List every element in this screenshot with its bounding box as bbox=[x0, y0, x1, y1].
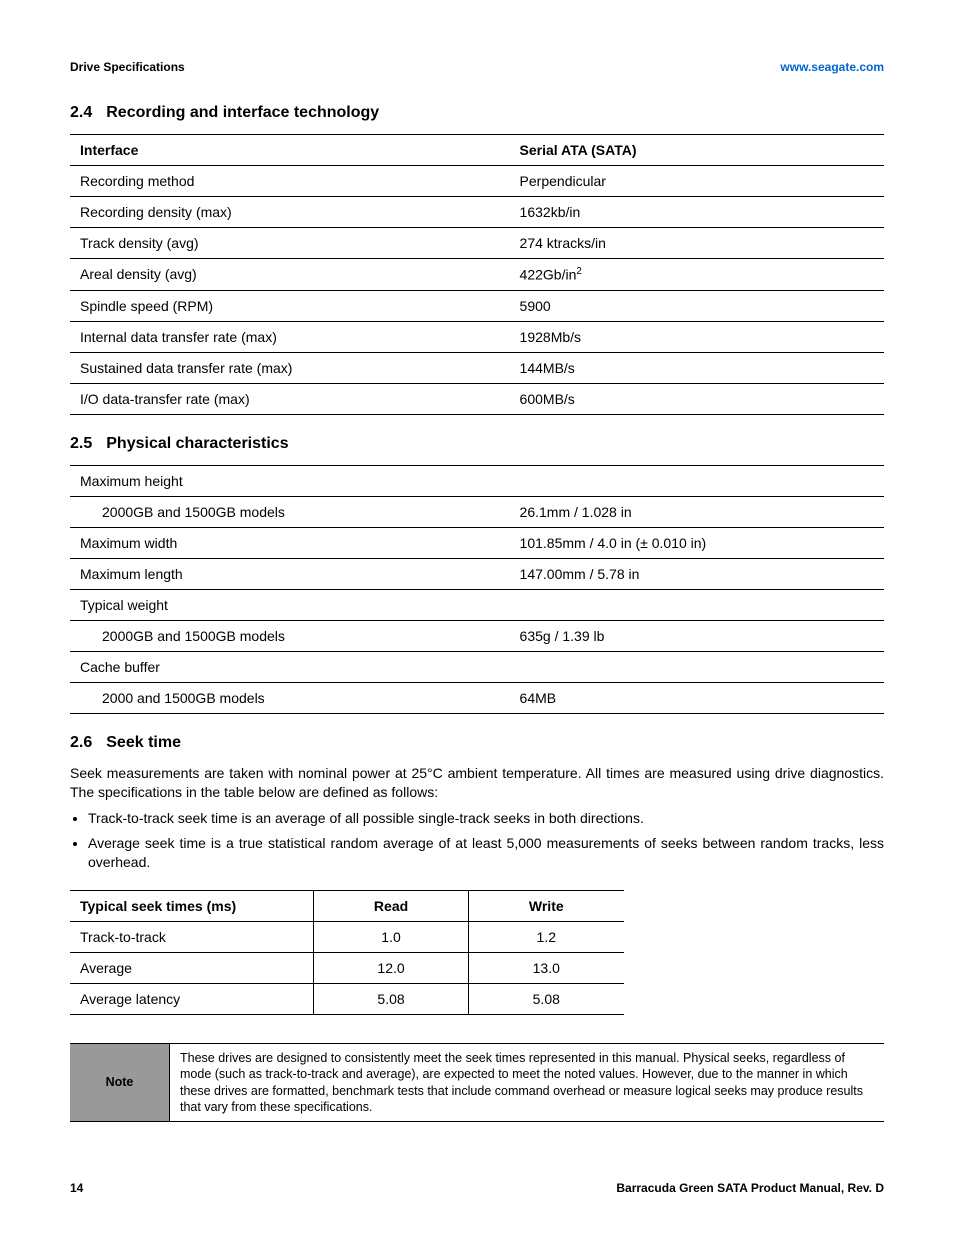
table-row: 2000GB and 1500GB models635g / 1.39 lb bbox=[70, 620, 884, 651]
section-heading-2-5: 2.5 Physical characteristics bbox=[70, 435, 884, 453]
page: Drive Specifications www.seagate.com 2.4… bbox=[0, 0, 954, 1235]
seek-value: 13.0 bbox=[469, 953, 624, 984]
section-number: 2.5 bbox=[70, 435, 92, 452]
page-number: 14 bbox=[70, 1181, 83, 1195]
spec-value: Perpendicular bbox=[510, 166, 884, 197]
spec-label: Maximum width bbox=[70, 527, 510, 558]
spec-value: 147.00mm / 5.78 in bbox=[510, 558, 884, 589]
page-footer: 14 Barracuda Green SATA Product Manual, … bbox=[70, 1181, 884, 1195]
spec-label: 2000GB and 1500GB models bbox=[70, 496, 510, 527]
table-header-row: Typical seek times (ms) Read Write bbox=[70, 891, 624, 922]
spec-value: 26.1mm / 1.028 in bbox=[510, 496, 884, 527]
note-label: Note bbox=[70, 1044, 170, 1121]
spec-label: Internal data transfer rate (max) bbox=[70, 321, 510, 352]
section-number: 2.4 bbox=[70, 104, 92, 121]
spec-label: Recording method bbox=[70, 166, 510, 197]
table-seek-times: Typical seek times (ms) Read Write Track… bbox=[70, 890, 624, 1015]
spec-label: Typical weight bbox=[70, 589, 510, 620]
spec-label: Maximum length bbox=[70, 558, 510, 589]
spec-label: I/O data-transfer rate (max) bbox=[70, 383, 510, 414]
table-header-label: Interface bbox=[70, 135, 510, 166]
section-number: 2.6 bbox=[70, 734, 92, 751]
spec-value: 5900 bbox=[510, 290, 884, 321]
table-header-row: Interface Serial ATA (SATA) bbox=[70, 135, 884, 166]
table-row: Recording density (max)1632kb/in bbox=[70, 197, 884, 228]
seek-label: Track-to-track bbox=[70, 922, 314, 953]
spec-value bbox=[510, 465, 884, 496]
spec-value bbox=[510, 589, 884, 620]
spec-label: Sustained data transfer rate (max) bbox=[70, 352, 510, 383]
spec-label: 2000 and 1500GB models bbox=[70, 682, 510, 713]
table-row: Track density (avg)274 ktracks/in bbox=[70, 228, 884, 259]
table-row: Typical weight bbox=[70, 589, 884, 620]
table-header-value: Serial ATA (SATA) bbox=[510, 135, 884, 166]
table-row: Maximum length147.00mm / 5.78 in bbox=[70, 558, 884, 589]
table-row: Cache buffer bbox=[70, 651, 884, 682]
table-row: Recording methodPerpendicular bbox=[70, 166, 884, 197]
table-row: Maximum height bbox=[70, 465, 884, 496]
table-row: 2000GB and 1500GB models26.1mm / 1.028 i… bbox=[70, 496, 884, 527]
seek-header-2: Write bbox=[469, 891, 624, 922]
spec-value: 64MB bbox=[510, 682, 884, 713]
seek-header-1: Read bbox=[314, 891, 469, 922]
table-row: 2000 and 1500GB models64MB bbox=[70, 682, 884, 713]
table-row: Sustained data transfer rate (max)144MB/… bbox=[70, 352, 884, 383]
spec-label: 2000GB and 1500GB models bbox=[70, 620, 510, 651]
spec-label: Track density (avg) bbox=[70, 228, 510, 259]
seek-value: 5.08 bbox=[314, 984, 469, 1015]
section-title: Seek time bbox=[106, 734, 181, 751]
table-row: Maximum width101.85mm / 4.0 in (± 0.010 … bbox=[70, 527, 884, 558]
spec-label: Recording density (max) bbox=[70, 197, 510, 228]
table-row: Spindle speed (RPM)5900 bbox=[70, 290, 884, 321]
section-title: Recording and interface technology bbox=[106, 104, 379, 121]
spec-value: 101.85mm / 4.0 in (± 0.010 in) bbox=[510, 527, 884, 558]
section-heading-2-6: 2.6 Seek time bbox=[70, 734, 884, 752]
spec-value: 274 ktracks/in bbox=[510, 228, 884, 259]
seek-value: 12.0 bbox=[314, 953, 469, 984]
table-row: Areal density (avg)422Gb/in2 bbox=[70, 259, 884, 291]
section-heading-2-4: 2.4 Recording and interface technology bbox=[70, 104, 884, 122]
seek-label: Average latency bbox=[70, 984, 314, 1015]
table-recording-interface: Interface Serial ATA (SATA) Recording me… bbox=[70, 134, 884, 415]
spec-value: 1928Mb/s bbox=[510, 321, 884, 352]
header-url[interactable]: www.seagate.com bbox=[780, 60, 884, 74]
spec-label: Spindle speed (RPM) bbox=[70, 290, 510, 321]
table-row: Average latency5.085.08 bbox=[70, 984, 624, 1015]
seek-value: 1.0 bbox=[314, 922, 469, 953]
table-row: Internal data transfer rate (max)1928Mb/… bbox=[70, 321, 884, 352]
spec-label: Areal density (avg) bbox=[70, 259, 510, 291]
seek-value: 1.2 bbox=[469, 922, 624, 953]
table-physical-characteristics: Maximum height2000GB and 1500GB models26… bbox=[70, 465, 884, 714]
footer-manual-title: Barracuda Green SATA Product Manual, Rev… bbox=[616, 1181, 884, 1195]
spec-value: 1632kb/in bbox=[510, 197, 884, 228]
seek-bullet-list: Track-to-track seek time is an average o… bbox=[70, 809, 884, 872]
table-row: Average12.013.0 bbox=[70, 953, 624, 984]
spec-label: Maximum height bbox=[70, 465, 510, 496]
list-item: Average seek time is a true statistical … bbox=[88, 834, 884, 872]
spec-value: 635g / 1.39 lb bbox=[510, 620, 884, 651]
spec-value: 144MB/s bbox=[510, 352, 884, 383]
seek-header-0: Typical seek times (ms) bbox=[70, 891, 314, 922]
seek-value: 5.08 bbox=[469, 984, 624, 1015]
section-title: Physical characteristics bbox=[106, 435, 288, 452]
table-row: I/O data-transfer rate (max)600MB/s bbox=[70, 383, 884, 414]
spec-label: Cache buffer bbox=[70, 651, 510, 682]
header-section-title: Drive Specifications bbox=[70, 60, 185, 74]
spec-value bbox=[510, 651, 884, 682]
spec-value: 422Gb/in2 bbox=[510, 259, 884, 291]
note-text: These drives are designed to consistentl… bbox=[170, 1044, 884, 1121]
seek-label: Average bbox=[70, 953, 314, 984]
spec-value: 600MB/s bbox=[510, 383, 884, 414]
list-item: Track-to-track seek time is an average o… bbox=[88, 809, 884, 828]
table-row: Track-to-track1.01.2 bbox=[70, 922, 624, 953]
note-box: Note These drives are designed to consis… bbox=[70, 1043, 884, 1122]
seek-intro-paragraph: Seek measurements are taken with nominal… bbox=[70, 764, 884, 802]
page-header: Drive Specifications www.seagate.com bbox=[70, 60, 884, 74]
